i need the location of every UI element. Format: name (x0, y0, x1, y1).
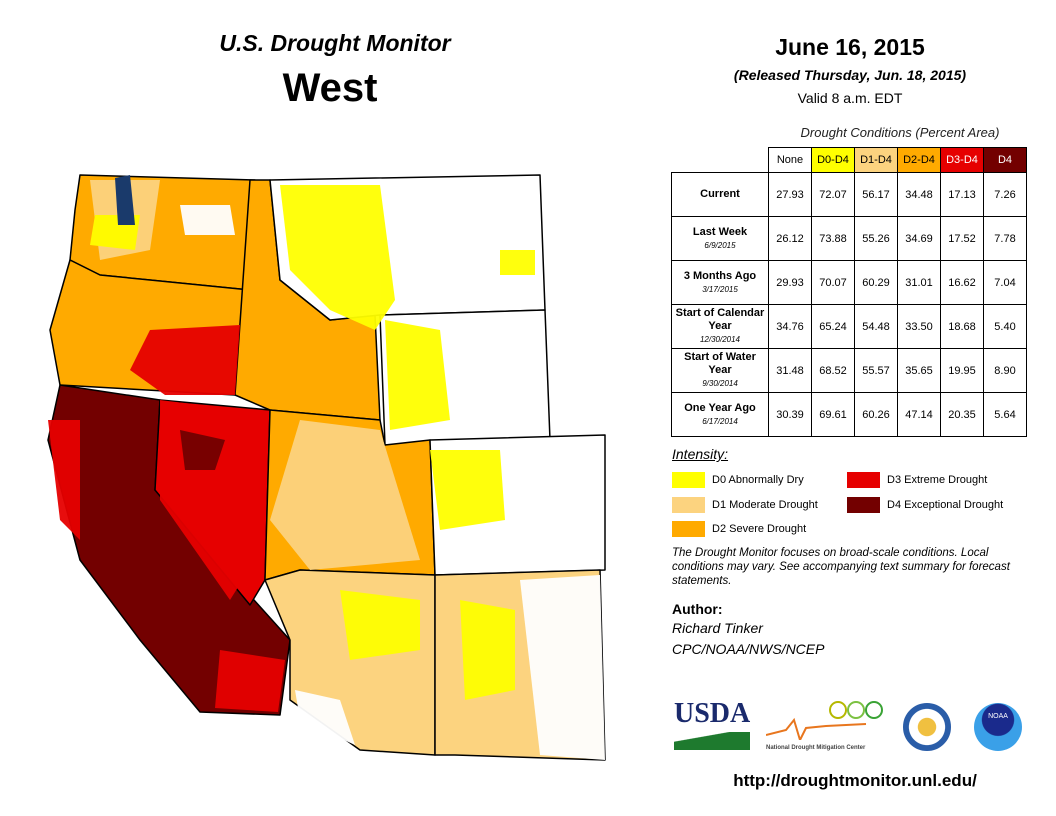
table-cell: 7.78 (983, 216, 1027, 261)
legend-swatch (847, 497, 880, 513)
usda-logo: USDA (674, 700, 750, 752)
legend-label: D3 Extreme Drought (887, 474, 988, 486)
legend-title: Intensity: (672, 446, 729, 462)
release-date: (Released Thursday, Jun. 18, 2015) (733, 67, 967, 83)
table-row: One Year Ago 6/17/2014 30.39 69.61 60.26 47.1… (671, 392, 1027, 437)
puget-sound (115, 175, 135, 225)
legend-swatch (672, 472, 705, 488)
table-cell: 33.50 (897, 304, 941, 349)
table-cell: 65.24 (811, 304, 855, 349)
legend-label: D0 Abnormally Dry (712, 474, 804, 486)
table-cell: 7.04 (983, 260, 1027, 305)
table-cell: 70.07 (811, 260, 855, 305)
website-link[interactable]: http://droughtmonitor.unl.edu/ (733, 771, 977, 790)
row-date: 6/17/2014 (702, 416, 738, 426)
col-d3-d4: D3-D4 (940, 147, 984, 173)
legend-swatch (672, 521, 705, 537)
row-label: Start of Water Year 9/30/2014 (671, 348, 769, 393)
commerce-seal-icon (903, 703, 951, 751)
table-cell: 17.13 (940, 172, 984, 217)
col-none: None (768, 147, 812, 173)
table-row: Start of Calendar Year 12/30/2014 34.76 65.… (671, 304, 1027, 349)
col-d2-d4: D2-D4 (897, 147, 941, 173)
valid-time: Valid 8 a.m. EDT (797, 90, 903, 106)
table-cell: 60.29 (854, 260, 898, 305)
ndmc-logo: National Drought Mitigation Center (765, 700, 886, 752)
table-cell: 16.62 (940, 260, 984, 305)
legend-label: D4 Exceptional Drought (887, 499, 1004, 511)
col-d0-d4: D0-D4 (811, 147, 855, 173)
row-label: 3 Months Ago 3/17/2015 (671, 260, 769, 305)
region-title: West (282, 66, 378, 110)
row-date: 9/30/2014 (702, 379, 738, 388)
table-cell: 19.95 (940, 348, 984, 393)
row-label-text: Current (700, 188, 740, 200)
table-cell: 34.69 (897, 216, 941, 261)
col-d4: D4 (983, 147, 1027, 173)
table-cell: 54.48 (854, 304, 898, 349)
table-row: Last Week 6/9/2015 26.12 73.88 55.26 34.69 17.… (671, 216, 1027, 261)
col-d1-d4: D1-D4 (854, 147, 898, 173)
table-cell: 31.48 (768, 348, 812, 393)
row-label-text: One Year Ago (684, 401, 756, 414)
table-cell: 30.39 (768, 392, 812, 437)
table-cell: 34.48 (897, 172, 941, 217)
table-caption: Drought Conditions (Percent Area) (800, 125, 1000, 140)
table-row: Start of Water Year 9/30/2014 31.48 68.52 55… (671, 348, 1027, 393)
table-cell: 68.52 (811, 348, 855, 393)
table-cell: 47.14 (897, 392, 941, 437)
row-date: 6/9/2015 (704, 240, 736, 250)
row-label-text: 3 Months Ago (683, 269, 757, 282)
table-cell: 72.07 (811, 172, 855, 217)
legend-swatch (672, 497, 705, 513)
legend-swatch (847, 472, 880, 488)
table-cell: 26.12 (768, 216, 812, 261)
table-cell: 29.93 (768, 260, 812, 305)
table-cell: 8.90 (983, 348, 1027, 393)
table-cell: 73.88 (811, 216, 855, 261)
author-org: CPC/NOAA/NWS/NCEP (672, 641, 825, 657)
row-date: 3/17/2015 (702, 284, 738, 294)
table-cell: 7.26 (983, 172, 1027, 217)
map-date: June 16, 2015 (775, 34, 925, 60)
table-cell: 60.26 (854, 392, 898, 437)
row-label: Start of Calendar Year 12/30/2014 (671, 304, 769, 349)
title: U.S. Drought Monitor (219, 30, 451, 56)
noaa-logo: NOAA (974, 703, 1022, 751)
table-cell: 34.76 (768, 304, 812, 349)
disclaimer-note: The Drought Monitor focuses on broad-sca… (672, 547, 1010, 587)
table-cell: 5.64 (983, 392, 1027, 437)
row-date: 12/30/2014 (699, 335, 741, 344)
drought-conditions-table: None D0-D4 D1-D4 D2-D4 D3-D4 D4 Current 2… (671, 147, 1027, 437)
author-name: Richard Tinker (672, 620, 763, 636)
author-label: Author: (672, 601, 723, 617)
legend-label: D2 Severe Drought (712, 523, 807, 535)
table-cell: 31.01 (897, 260, 941, 305)
table-cell: 5.40 (983, 304, 1027, 349)
table-cell: 35.65 (897, 348, 941, 393)
table-row: Current 27.93 72.07 56.17 34.48 17.13 7.26 (671, 172, 1027, 217)
row-label-text: Last Week (692, 225, 748, 238)
table-cell: 20.35 (940, 392, 984, 437)
table-cell: 27.93 (768, 172, 812, 217)
table-cell: 17.52 (940, 216, 984, 261)
row-label-text: Start of Water Year (684, 351, 756, 376)
table-cell: 55.26 (854, 216, 898, 261)
table-header-row: None D0-D4 D1-D4 D2-D4 D3-D4 D4 (672, 147, 1027, 173)
table-cell: 18.68 (940, 304, 984, 349)
row-label: Current (671, 172, 769, 217)
drought-map (47, 174, 606, 761)
row-label: Last Week 6/9/2015 (671, 216, 769, 261)
row-label: One Year Ago 6/17/2014 (671, 392, 769, 437)
table-cell: 56.17 (854, 172, 898, 217)
table-cell: 69.61 (811, 392, 855, 437)
row-label-text: Start of Calendar Year (675, 307, 765, 332)
table-cell: 55.57 (854, 348, 898, 393)
table-row: 3 Months Ago 3/17/2015 29.93 70.07 60.29 31.0… (671, 260, 1027, 305)
legend-label: D1 Moderate Drought (712, 499, 818, 511)
